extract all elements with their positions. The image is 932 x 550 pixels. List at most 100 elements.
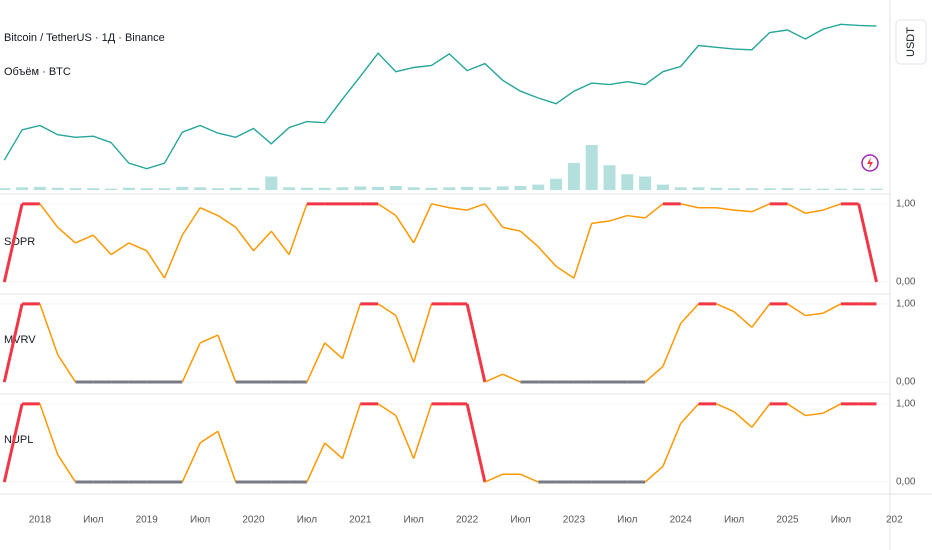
indicator-segment (822, 303, 842, 314)
x-tick-label: 2021 (349, 515, 372, 526)
indicator-segment (217, 214, 237, 228)
indicator-segment (2, 203, 24, 283)
volume-bar (550, 178, 563, 190)
x-tick-label: Июл (404, 515, 424, 526)
volume-bar (300, 187, 313, 190)
indicator-segment (733, 311, 753, 328)
indicator-segment (662, 423, 682, 467)
indicator-segment (484, 373, 504, 383)
indicator-segment (306, 342, 326, 383)
volume-bar (372, 186, 385, 190)
indicator-segment (484, 473, 504, 483)
y-tick-label: 0,00 (896, 377, 916, 388)
indicator-segment (146, 250, 166, 279)
indicator-segment (110, 242, 130, 256)
y-tick-label: 0,00 (896, 277, 916, 288)
volume-bar (229, 187, 242, 190)
indicator-segment (395, 315, 415, 363)
x-tick-label: 2019 (136, 515, 159, 526)
indicator-segment (377, 403, 397, 417)
volume-bar (0, 188, 11, 190)
volume-bar (354, 186, 367, 190)
indicator-segment (217, 430, 237, 483)
indicator-segment (662, 323, 682, 367)
indicator-segment (627, 214, 646, 219)
volume-bar (870, 188, 883, 190)
x-tick-label: Июл (190, 515, 210, 526)
pane-title: SOPR (4, 236, 35, 248)
y-tick-label: 1,00 (896, 198, 916, 209)
indicator-segment (341, 303, 362, 359)
indicator-segment (39, 303, 59, 355)
volume-bar (781, 188, 794, 190)
volume-bar (514, 185, 527, 190)
indicator-segment (520, 473, 539, 483)
x-tick-label: Июл (831, 515, 851, 526)
volume-bar (407, 187, 420, 190)
x-tick-label: Июл (83, 515, 103, 526)
volume-bar (122, 187, 135, 190)
volume-bar (247, 187, 260, 190)
indicator-segment (75, 234, 94, 244)
indicator-segment (680, 203, 699, 209)
volume-bar (763, 188, 776, 190)
volume-bar (692, 187, 705, 190)
indicator-segment (57, 354, 77, 383)
indicator-segment (787, 203, 806, 214)
indicator-segment (181, 342, 201, 383)
volume-bar (585, 145, 598, 190)
volume-bar (87, 188, 100, 190)
price-line (3, 23, 877, 170)
indicator-segment (751, 403, 771, 428)
volume-bar (51, 187, 64, 190)
x-tick-label: 2022 (456, 515, 479, 526)
indicator-segment (181, 207, 201, 236)
indicator-segment (449, 206, 468, 211)
indicator-segment (2, 403, 24, 483)
indicator-segment (413, 203, 433, 244)
volume-bar (656, 184, 669, 190)
indicator-segment (609, 214, 628, 222)
indicator-segment (822, 203, 842, 211)
indicator-segment (412, 303, 433, 363)
indicator-segment (252, 230, 272, 252)
indicator-segment (555, 265, 575, 279)
indicator-segment (324, 342, 343, 360)
indicator-segment (39, 203, 59, 228)
indicator-segment (163, 234, 183, 279)
volume-bar (336, 187, 349, 190)
indicator-segment (57, 454, 77, 483)
volume-bar (425, 187, 438, 190)
indicator-segment (324, 442, 343, 460)
volume-bar (33, 186, 46, 190)
x-tick-label: Июл (510, 515, 530, 526)
volume-bar (69, 188, 82, 190)
indicator-segment (502, 226, 521, 232)
volume-bar (16, 187, 29, 190)
indicator-segment (377, 303, 397, 317)
indicator-segment (465, 403, 487, 483)
volume-bar (194, 187, 207, 190)
currency-box[interactable] (895, 19, 927, 65)
volume-bar (283, 187, 296, 190)
volume-bar (265, 176, 278, 190)
indicator-segment (199, 430, 219, 444)
volume-bar (799, 188, 812, 190)
indicator-segment (857, 203, 878, 283)
indicator-segment (805, 312, 824, 317)
volume-bar (389, 185, 402, 190)
indicator-segment (92, 234, 112, 256)
x-tick-label: 202 (886, 515, 903, 526)
indicator-segment (787, 403, 806, 417)
currency-label[interactable]: USDT (905, 27, 917, 57)
indicator-segment (465, 303, 487, 383)
volume-bar (817, 188, 830, 190)
indicator-segment (466, 203, 486, 211)
indicator-segment (270, 230, 290, 256)
indicator-segment (715, 403, 735, 413)
indicator-segment (715, 303, 735, 313)
volume-bar (621, 174, 634, 190)
indicator-segment (412, 403, 433, 459)
x-tick-label: Июл (724, 515, 744, 526)
